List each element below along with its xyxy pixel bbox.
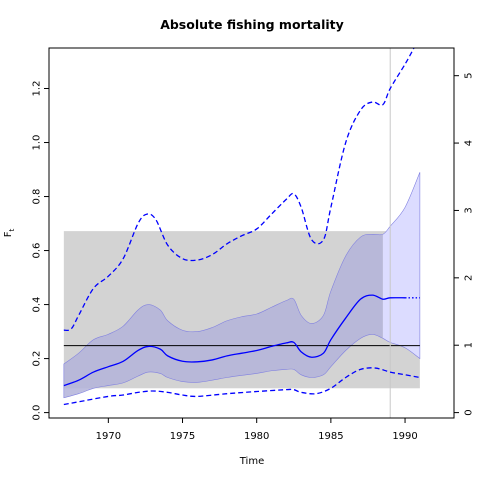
x-tick-label: 1975	[170, 431, 195, 442]
y-tick-label: 1.2	[32, 81, 43, 97]
right-y-tick-label: 2	[464, 275, 475, 281]
y-tick-label: 0.2	[32, 351, 43, 367]
x-axis-title: Time	[239, 456, 264, 467]
right-y-tick-label: 3	[464, 207, 475, 213]
plot-frame	[48, 47, 455, 419]
axes: 1970 1975 1980 1985 1990 0.0 0.2 0.4 0.6 0.8 1.0 1.…	[32, 72, 475, 442]
right-y-tick-label: 5	[464, 72, 475, 78]
x-tick-label: 1990	[392, 431, 417, 442]
right-y-tick-label: 0	[464, 409, 475, 415]
x-tick-label: 1970	[96, 431, 121, 442]
chart-title: Absolute fishing mortality	[160, 17, 344, 32]
confidence-band	[63, 233, 383, 399]
y-axis-title-subscript: t	[8, 228, 16, 231]
forecast-band	[382, 172, 421, 360]
series-ci-lower-line	[63, 367, 420, 406]
y-tick-label: 1.0	[32, 135, 43, 151]
x-tick-label: 1985	[318, 431, 343, 442]
series-estimate-line	[63, 294, 406, 387]
plot-area	[63, 48, 421, 418]
y-tick-label: 0.0	[32, 405, 43, 421]
y-axis-title: Ft	[3, 228, 16, 237]
y-tick-label: 0.4	[32, 297, 43, 313]
right-y-tick-label: 1	[464, 342, 475, 348]
y-tick-label: 0.8	[32, 189, 43, 205]
x-tick-label: 1980	[244, 431, 269, 442]
y-axis-title-main: F	[3, 231, 14, 237]
right-y-tick-label: 4	[464, 140, 475, 146]
plot-marks	[63, 48, 421, 418]
series-ci-upper-line	[63, 48, 415, 332]
y-tick-label: 0.6	[32, 243, 43, 259]
